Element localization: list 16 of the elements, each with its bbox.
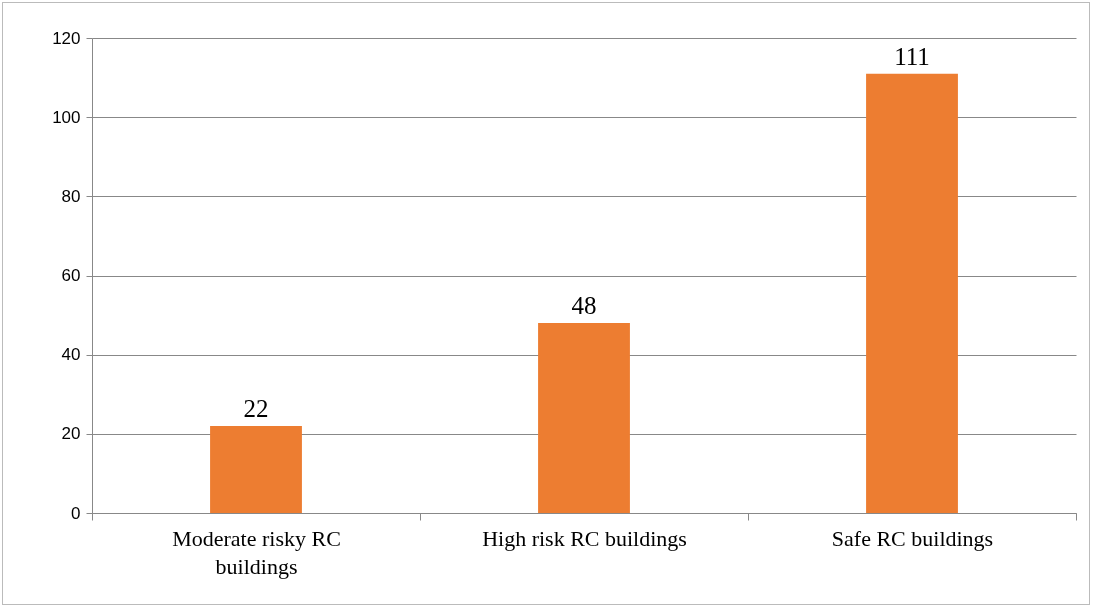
y-tick-label: 120 [52,28,81,48]
bar [210,425,302,513]
x-tick-label: Moderate risky RC buildings [172,525,341,579]
bar [538,323,630,513]
y-tick-label: 20 [61,424,81,444]
y-tick-label: 80 [61,186,81,206]
bar [866,73,958,513]
data-label: 111 [894,42,930,70]
y-tick-label: 100 [52,107,81,127]
y-tick-label: 60 [61,266,81,285]
data-label: 48 [571,292,597,319]
x-tick-label: Safe RC buildings [831,525,994,551]
y-tick-label: 0 [71,503,81,523]
x-tick-label: High risk RC buildings [482,525,687,551]
data-label: 22 [243,394,269,422]
y-tick-label: 40 [61,345,81,365]
